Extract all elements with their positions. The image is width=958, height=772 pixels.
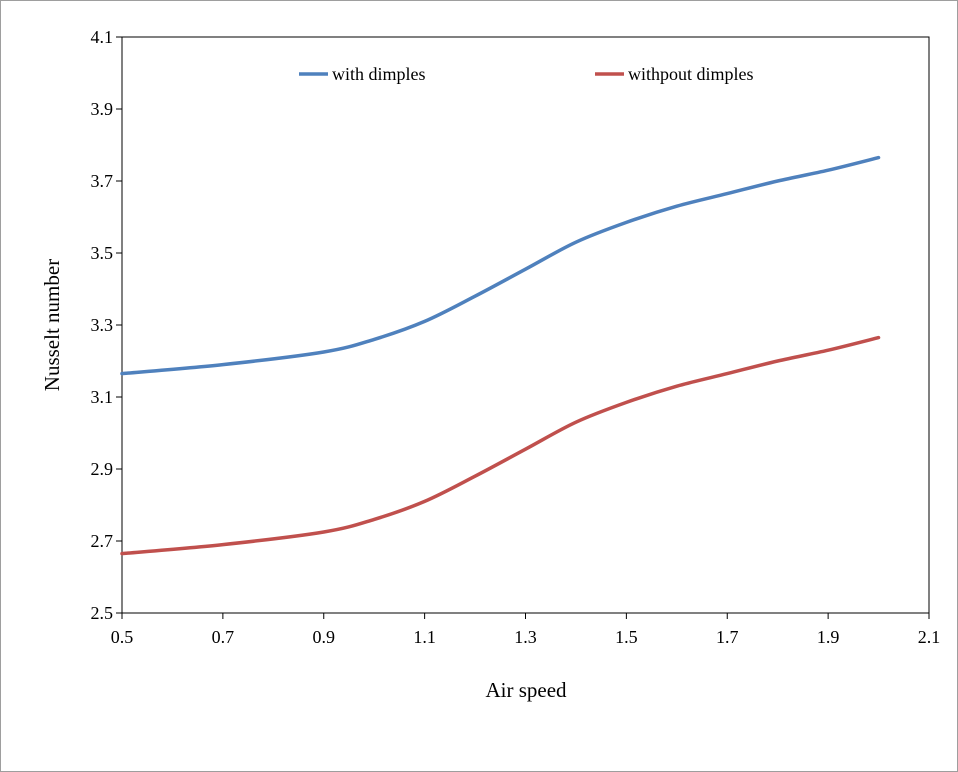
x-tick-label: 1.7 [716,627,739,647]
legend: with dimples withpout dimples [299,64,754,84]
y-tick-label: 4.1 [91,27,114,47]
x-tick-label: 0.5 [111,627,134,647]
x-tick-label: 1.9 [817,627,840,647]
x-axis: 0.5 0.7 0.9 1.1 1.3 1.5 1.7 1.9 2.1 [111,613,941,647]
y-tick-label: 3.7 [91,171,114,191]
series-line-with-dimples [120,155,881,376]
series-line-withpout-dimples [120,335,881,556]
x-tick-label: 1.5 [615,627,638,647]
x-tick-label: 0.7 [212,627,235,647]
x-tick-label: 1.1 [413,627,436,647]
legend-label-with-dimples: with dimples [332,64,426,84]
plot-area-frame [121,36,930,614]
y-axis-title: Nusselt number [40,259,64,391]
y-tick-label: 3.5 [91,243,114,263]
y-tick-label: 2.5 [91,603,114,623]
x-axis-title: Air speed [485,678,567,702]
y-axis: 2.5 2.7 2.9 3.1 3.3 3.5 3.7 3.9 4.1 [91,27,122,623]
x-tick-label: 2.1 [918,627,941,647]
series-layer [120,155,881,556]
y-tick-label: 2.7 [91,531,114,551]
x-tick-label: 0.9 [313,627,336,647]
x-tick-label: 1.3 [514,627,537,647]
y-tick-label: 3.9 [91,99,114,119]
y-tick-label: 3.3 [91,315,114,335]
y-tick-label: 3.1 [91,387,114,407]
legend-label-withpout-dimples: withpout dimples [628,64,754,84]
y-tick-label: 2.9 [91,459,114,479]
